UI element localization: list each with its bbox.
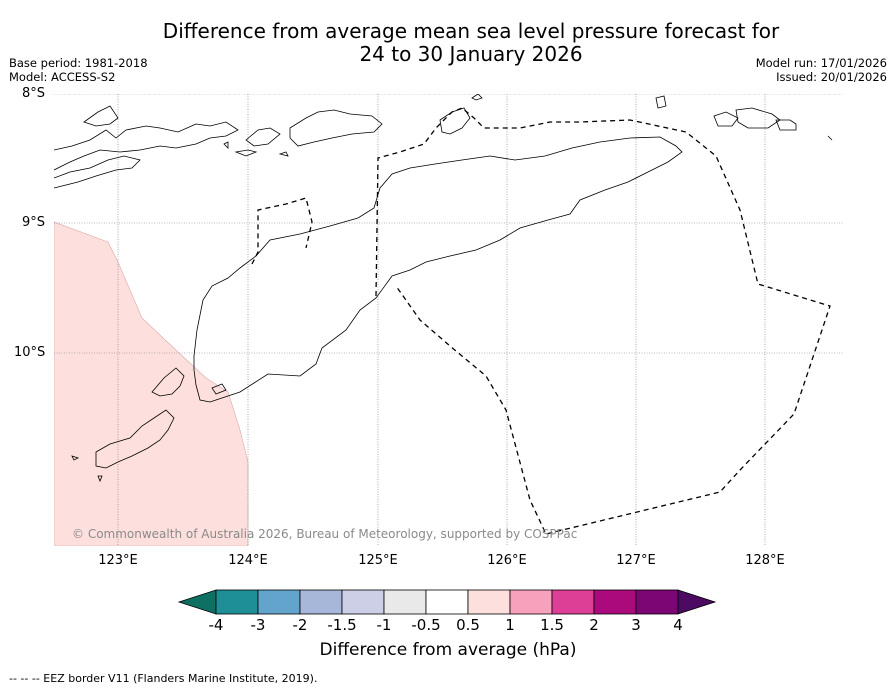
- colorbar-tick-label: -2: [292, 616, 308, 634]
- colorbar-extend-min: [177, 589, 217, 615]
- colorbar-tick-label: 3: [631, 616, 641, 634]
- pressure-anomaly-region: [54, 221, 249, 546]
- colorbar-swatch: [257, 589, 301, 615]
- base-period: Base period: 1981-2018: [9, 56, 148, 70]
- model-name: Model: ACCESS-S2: [9, 70, 116, 84]
- colorbar-swatch: [215, 589, 259, 615]
- lat-label-8s: 8°S: [22, 86, 46, 101]
- lon-label-128e: 128°E: [745, 553, 785, 568]
- title-line-2: 24 to 30 January 2026: [359, 42, 583, 66]
- issued-date: Issued: 20/01/2026: [776, 70, 887, 84]
- eez-footnote: -- -- -- EEZ border V11 (Flanders Marine…: [9, 672, 318, 685]
- lon-label-124e: 124°E: [228, 553, 268, 568]
- lon-label-126e: 126°E: [487, 553, 527, 568]
- title-line-1: Difference from average mean sea level p…: [162, 19, 780, 43]
- colorbar-extend-max: [677, 589, 717, 615]
- colorbar-tick-label: 1.5: [540, 616, 564, 634]
- coastlines: [54, 94, 833, 483]
- lon-label-125e: 125°E: [358, 553, 398, 568]
- colorbar-swatch: [299, 589, 343, 615]
- colorbar-swatch: [593, 589, 637, 615]
- colorbar-swatch: [341, 589, 385, 615]
- colorbar-swatch: [383, 589, 427, 615]
- map-title: Difference from average mean sea level p…: [0, 20, 896, 66]
- colorbar-tick-label: 0.5: [456, 616, 480, 634]
- model-run: Model run: 17/01/2026: [755, 56, 887, 70]
- lat-label-9s: 9°S: [22, 215, 46, 230]
- colorbar-swatch: [551, 589, 595, 615]
- colorbar-tick-label: -1.5: [327, 616, 357, 634]
- colorbar-tick-label: 2: [589, 616, 599, 634]
- meta-right: Model run: 17/01/2026 Issued: 20/01/2026: [756, 56, 887, 84]
- colorbar-swatch: [425, 589, 469, 615]
- lon-label-127e: 127°E: [616, 553, 656, 568]
- map-area: [54, 94, 844, 546]
- meta-left: Base period: 1981-2018 Model: ACCESS-S2: [9, 56, 148, 84]
- lat-label-10s: 10°S: [14, 345, 46, 360]
- colorbar-tick-label: -0.5: [411, 616, 441, 634]
- colorbar-label: Difference from average (hPa): [319, 640, 577, 660]
- colorbar-swatch: [509, 589, 553, 615]
- colorbar-tick-label: 4: [673, 616, 683, 634]
- colorbar-tick-label: -4: [208, 616, 224, 634]
- colorbar-tick-label: -3: [250, 616, 266, 634]
- timor-coastline: [193, 136, 683, 403]
- lon-label-123e: 123°E: [98, 553, 138, 568]
- copyright-notice: © Commonwealth of Australia 2026, Bureau…: [72, 527, 578, 541]
- colorbar-tick-label: -1: [376, 616, 392, 634]
- eez-borders: [251, 107, 831, 535]
- colorbar-swatch: [635, 589, 679, 615]
- colorbar-swatch: [467, 589, 511, 615]
- colorbar-tick-label: 1: [505, 616, 515, 634]
